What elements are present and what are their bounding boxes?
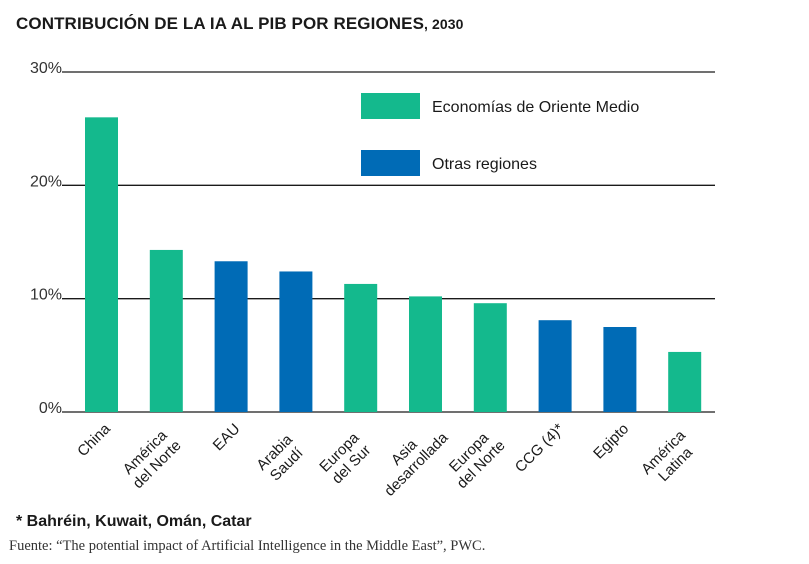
bar [85,117,118,412]
bar [409,296,442,412]
legend-swatch [361,93,420,119]
y-axis-ticks: 0% 10% 20% 30% [30,60,62,417]
legend: Economías de Oriente Medio Otras regiones [361,93,639,176]
x-tick-label: China [74,420,114,460]
bars [85,117,702,412]
legend-label: Economías de Oriente Medio [432,99,639,116]
bar [603,327,637,412]
y-tick-label: 0% [39,400,62,417]
x-tick-label-line: China [74,420,114,460]
y-tick-label: 20% [30,173,62,190]
x-tick-label: CCG (4)* [512,420,568,476]
x-tick-label: EAU [210,420,244,454]
x-tick-label-line: Egipto [590,420,632,462]
bar [149,249,183,412]
bar [473,303,507,412]
bar [344,283,378,412]
legend-swatch [361,150,420,176]
bar [279,271,313,412]
x-tick-label-line: EAU [210,420,244,454]
chart-title-main: CONTRIBUCIÓN DE LA IA AL PIB POR REGIONE… [16,14,425,33]
footnote: * Bahréin, Kuwait, Omán, Catar [16,513,252,530]
chart-title: CONTRIBUCIÓN DE LA IA AL PIB POR REGIONE… [16,14,464,34]
y-tick-label: 10% [30,287,62,304]
chart-title-year: , 2030 [424,16,464,32]
source-note: Fuente: “The potential impact of Artific… [9,538,486,554]
bar [214,261,248,412]
x-tick-label: Egipto [590,420,632,462]
x-tick-label-line: desarrollada [381,429,452,500]
bar [538,320,572,412]
x-tick-label-line: CCG (4)* [512,420,568,476]
bar [668,351,702,412]
legend-label: Otras regiones [432,156,537,173]
y-tick-label: 30% [30,60,62,77]
